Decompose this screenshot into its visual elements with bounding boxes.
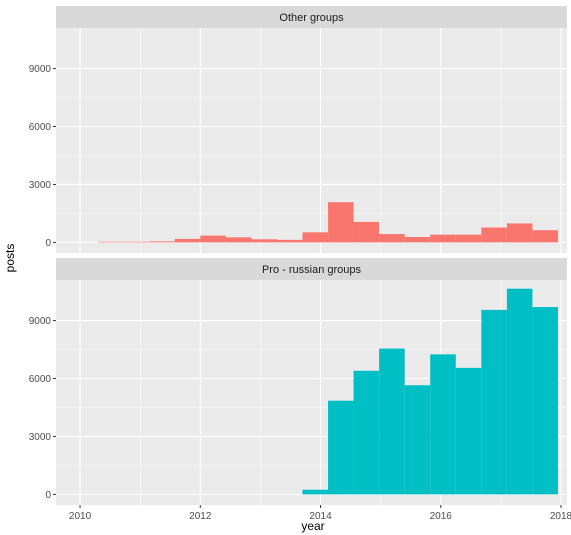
x-tick-label: 2010 (69, 511, 92, 522)
facet-panel: Other groups 0 3000 6000 9000 (29, 6, 567, 253)
y-tick-label: 9000 (29, 316, 52, 327)
histogram-bar (200, 235, 226, 243)
histogram-bar (328, 202, 354, 243)
histogram-bar (302, 489, 329, 495)
y-tick-label: 3000 (29, 180, 52, 191)
facet-strip (56, 6, 567, 28)
histogram-bar (353, 221, 380, 243)
facet-strip (56, 258, 567, 280)
histogram-bar (532, 307, 558, 495)
y-tick-label: 6000 (29, 122, 52, 133)
histogram-bar (98, 241, 124, 243)
x-tick-label: 2016 (430, 511, 453, 522)
histogram-bar (455, 367, 482, 495)
histogram-bar (481, 227, 507, 243)
histogram-bar (123, 241, 150, 243)
facet-panel: Pro - russian groups 0 3000 6000 9000 (29, 258, 567, 505)
panel-background (56, 28, 567, 253)
y-tick-label: 0 (45, 238, 51, 249)
histogram-bar (506, 288, 533, 495)
histogram-bar (353, 370, 380, 495)
histogram-bar (225, 237, 252, 243)
facet-strip-label: Other groups (279, 12, 344, 24)
histogram-bar (481, 309, 507, 495)
histogram-bar (251, 239, 277, 243)
x-axis: 2010 2012 2014 2016 2018 (69, 505, 571, 522)
histogram-bar (379, 234, 405, 243)
histogram-bar (532, 230, 558, 243)
histogram-bar (506, 223, 533, 243)
histogram-bar (430, 234, 456, 243)
histogram-bar (328, 400, 354, 495)
histogram-bar (174, 238, 201, 243)
histogram-bar (404, 385, 431, 495)
histogram-bar (302, 232, 329, 243)
y-tick-label: 9000 (29, 64, 52, 75)
x-tick-label: 2012 (189, 511, 212, 522)
histogram-bar (149, 241, 175, 243)
y-axis-title: posts (3, 244, 17, 273)
facet-strip-label: Pro - russian groups (262, 264, 362, 276)
x-tick-label: 2014 (309, 511, 332, 522)
histogram-bar (276, 239, 303, 243)
y-tick-label: 3000 (29, 432, 52, 443)
histogram-bar (455, 234, 482, 243)
histogram-bar (430, 354, 456, 495)
histogram-bar (404, 236, 431, 243)
x-axis-title: year (301, 519, 324, 533)
x-tick-label: 2018 (550, 511, 571, 522)
y-tick-label: 0 (45, 490, 51, 501)
histogram-bar (379, 348, 405, 495)
y-tick-label: 6000 (29, 374, 52, 385)
